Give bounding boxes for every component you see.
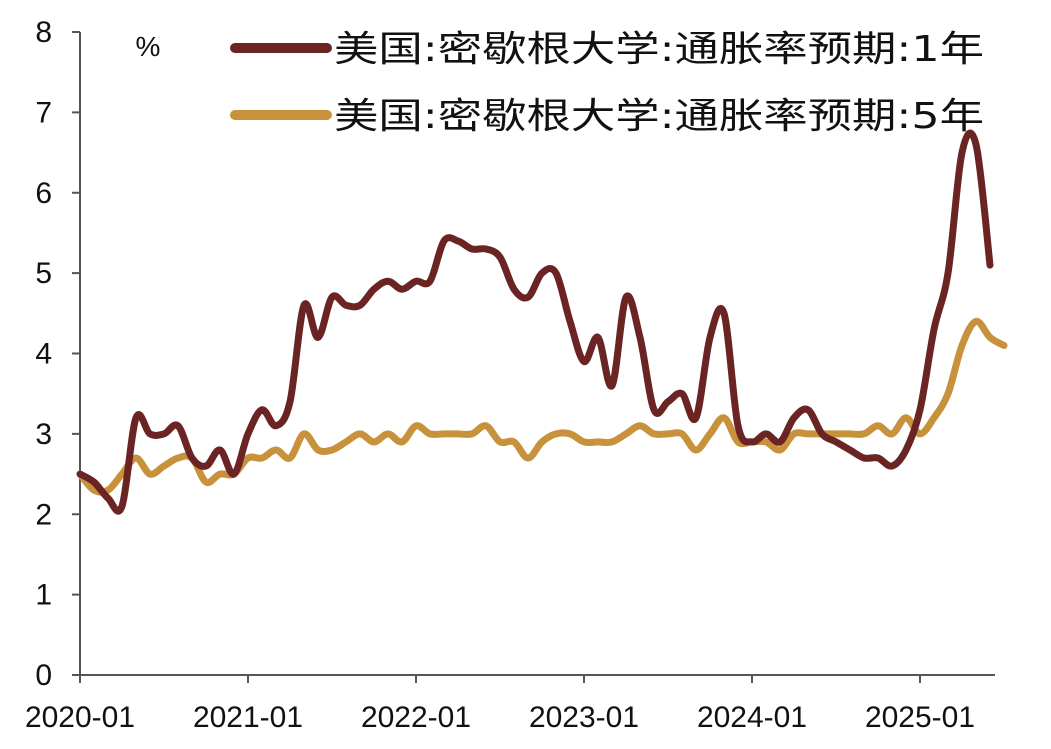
x-axis: 2020-01 2021-01 2022-01 2023-01 2024-01 2025-… bbox=[25, 674, 995, 734]
series-layer bbox=[76, 129, 1008, 515]
y-tick-label: 5 bbox=[35, 257, 52, 290]
series-line-1yr bbox=[76, 129, 994, 515]
y-tick-label: 6 bbox=[35, 177, 52, 210]
y-axis: 0 1 2 3 4 5 6 7 8 bbox=[35, 16, 81, 692]
x-tick-label: 2021-01 bbox=[193, 701, 303, 734]
y-tick-label: 8 bbox=[35, 16, 52, 49]
x-tick-label: 2022-01 bbox=[361, 701, 471, 734]
y-tick-label: 3 bbox=[35, 418, 52, 451]
x-tick-label: 2020-01 bbox=[25, 701, 135, 734]
y-tick-label: 2 bbox=[35, 498, 52, 531]
x-tick-label: 2023-01 bbox=[529, 701, 639, 734]
y-unit-label: % bbox=[136, 31, 161, 62]
x-tick-label: 2025-01 bbox=[865, 701, 975, 734]
y-tick-label: 4 bbox=[35, 338, 52, 371]
series-line-5yr bbox=[76, 317, 1008, 496]
legend-label: 美国:密歇根大学:通胀率预期:1年 bbox=[334, 29, 984, 70]
y-tick-label: 0 bbox=[35, 659, 52, 692]
x-tick-label: 2024-01 bbox=[697, 701, 807, 734]
y-tick-label: 1 bbox=[35, 579, 52, 612]
y-tick-label: 7 bbox=[35, 96, 52, 129]
legend-label: 美国:密歇根大学:通胀率预期:5年 bbox=[334, 96, 984, 137]
